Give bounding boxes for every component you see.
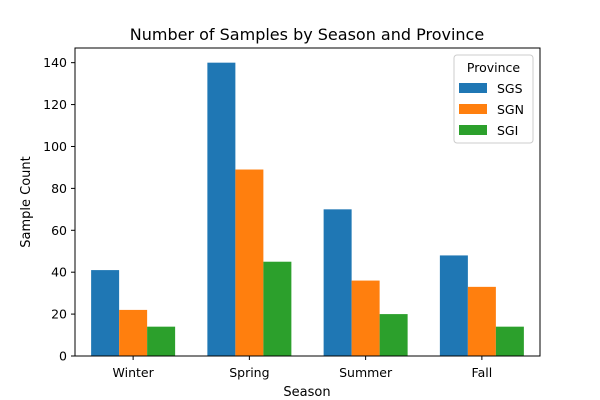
x-axis-label: Season [283, 385, 330, 400]
bar-sgi-spring [263, 261, 292, 356]
plot-area: 0 20 40 60 80 100 120 140 Winter Spring Summer Fall [43, 47, 541, 380]
legend-swatch-sgi [459, 125, 487, 135]
legend-swatch-sgn [459, 104, 487, 114]
y-tick-label: 60 [51, 223, 67, 238]
legend-label-sgn: SGN [497, 102, 524, 117]
x-tick-label: Fall [472, 365, 493, 380]
x-tick-label: Winter [113, 365, 155, 380]
y-tick-label: 100 [43, 139, 67, 154]
y-tick-label: 120 [43, 97, 67, 112]
bar-sgs-winter [91, 270, 120, 356]
x-tick-label: Spring [229, 365, 269, 380]
legend: Province SGS SGN SGI [453, 54, 534, 144]
bar-sgn-winter [119, 309, 148, 356]
bar-sgi-summer [379, 314, 408, 356]
legend-label-sgi: SGI [497, 123, 518, 138]
plot-frame [74, 47, 541, 357]
y-axis-label: Sample Count [19, 156, 34, 247]
legend-swatch-sgs [459, 83, 487, 93]
y-tick-label: 40 [51, 265, 67, 280]
y-tick-label: 80 [51, 181, 67, 196]
y-tick-label: 20 [51, 307, 67, 322]
bar-sgn-spring [235, 169, 264, 356]
bar-sgs-fall [439, 255, 468, 356]
bar-sgi-winter [147, 326, 176, 356]
legend-box [453, 54, 534, 144]
x-tick-label: Summer [339, 365, 393, 380]
bar-sgs-summer [323, 209, 352, 356]
legend-label-sgs: SGS [497, 81, 523, 96]
bar-sgs-spring [207, 62, 236, 357]
y-tick-label: 0 [59, 349, 67, 364]
bar-sgn-fall [467, 286, 496, 356]
y-tick-label: 140 [43, 55, 67, 70]
bar-sgn-summer [351, 280, 380, 356]
bar-sgi-fall [495, 326, 524, 356]
legend-title: Province [467, 60, 520, 75]
chart-title: Number of Samples by Season and Province [130, 25, 484, 44]
